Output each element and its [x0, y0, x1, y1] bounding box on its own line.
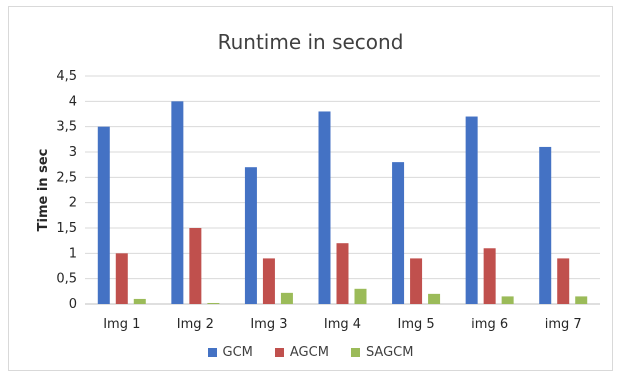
y-tick-label: 4	[69, 94, 77, 109]
bar-gcm-1	[97, 126, 110, 305]
x-tick-label: Img 1	[103, 317, 140, 332]
y-tick-label: 2	[69, 196, 77, 211]
bar-gcm-3	[244, 167, 257, 304]
bar-sagcm-4	[354, 288, 367, 304]
legend-swatch	[207, 348, 217, 357]
y-tick-label: 0,5	[56, 272, 77, 287]
legend-swatch	[350, 348, 360, 357]
bar-agcm-6	[483, 248, 496, 304]
y-axis-ticks: 0 0,5 1 1,5 2 2,5 3 3,5 4 4,5	[56, 69, 77, 312]
bar-gcm-6	[465, 116, 478, 305]
legend-label: AGCM	[289, 345, 329, 360]
bar-agcm-1	[115, 253, 128, 304]
legend-label: SAGCM	[365, 345, 414, 360]
x-tick-label: img 7	[545, 317, 582, 332]
y-tick-label: 2,5	[56, 170, 77, 185]
y-tick-label: 1,5	[56, 221, 77, 236]
bar-sagcm-2	[207, 302, 220, 304]
legend-item-sagcm: SAGCM	[350, 345, 414, 360]
x-tick-label: Img 3	[250, 317, 287, 332]
bar-agcm-5	[410, 258, 423, 304]
y-tick-label: 1	[69, 246, 77, 261]
y-tick-label: 3	[69, 145, 77, 160]
bar-agcm-4	[336, 243, 349, 304]
chart-title: Runtime in second	[217, 30, 404, 54]
legend-item-gcm: GCM	[207, 345, 253, 360]
y-tick-label: 3,5	[56, 120, 77, 135]
x-tick-label: Img 2	[177, 317, 214, 332]
bar-gcm-7	[539, 146, 552, 304]
x-tick-label: Img 4	[324, 317, 361, 332]
bar-sagcm-1	[133, 298, 146, 304]
bar-sagcm-7	[575, 296, 588, 304]
bar-gcm-5	[392, 162, 405, 304]
bar-agcm-7	[557, 258, 570, 304]
legend: GCM AGCM SAGCM	[0, 345, 621, 360]
bar-agcm-2	[189, 228, 202, 304]
y-tick-label: 0	[69, 297, 77, 312]
y-tick-label: 4,5	[56, 69, 77, 84]
bar-sagcm-5	[428, 293, 441, 304]
bar-sagcm-3	[280, 292, 293, 304]
legend-swatch	[274, 348, 284, 357]
y-axis-label: Time in sec	[36, 149, 51, 232]
x-tick-label: img 6	[471, 317, 508, 332]
bars	[97, 101, 588, 305]
bar-gcm-2	[171, 101, 184, 304]
legend-item-agcm: AGCM	[274, 345, 329, 360]
bar-gcm-4	[318, 111, 331, 304]
x-axis-ticks: Img 1 Img 2 Img 3 Img 4 Img 5 img 6 img 7	[103, 317, 581, 332]
bar-agcm-3	[262, 258, 275, 304]
legend-label: GCM	[222, 345, 253, 360]
x-tick-label: Img 5	[397, 317, 434, 332]
bar-sagcm-6	[501, 296, 514, 304]
